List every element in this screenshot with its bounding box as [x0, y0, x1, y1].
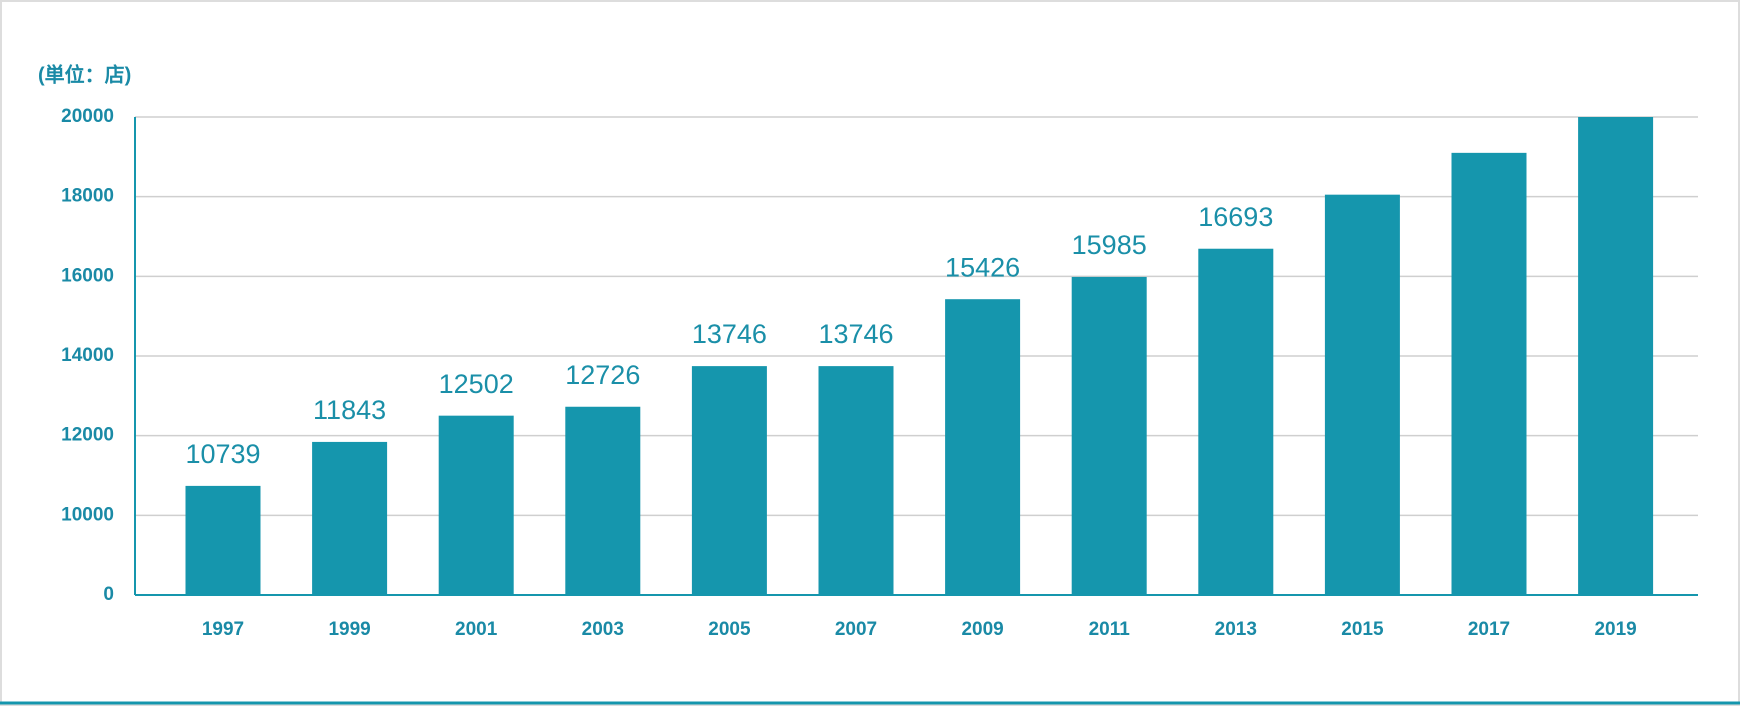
bar: [1198, 248, 1274, 596]
x-tick-label: 2007: [835, 619, 877, 640]
x-tick-label: 2013: [1215, 619, 1257, 640]
bar: [185, 485, 261, 595]
bar: [312, 441, 388, 595]
y-tick-label: 14000: [61, 345, 114, 366]
bar: [1324, 194, 1400, 596]
y-tick-label: 0: [103, 584, 114, 605]
y-tick-label: 16000: [61, 265, 114, 286]
y-tick-label: 18000: [61, 186, 114, 207]
bar: [818, 366, 894, 595]
x-tick-label: 1997: [202, 619, 244, 640]
value-label: 12502: [439, 369, 514, 399]
y-tick-label: 10000: [61, 504, 114, 525]
value-label: 10739: [185, 439, 260, 469]
x-tick-label: 2011: [1089, 619, 1131, 640]
x-tick-label: 1999: [328, 619, 370, 640]
x-tick-label: 2017: [1468, 619, 1510, 640]
value-label: 16693: [1198, 202, 1273, 232]
x-tick-label: 2009: [961, 619, 1003, 640]
bar: [1578, 117, 1654, 595]
x-tick-label: 2005: [708, 619, 751, 640]
y-tick-label: 20000: [61, 106, 114, 127]
bar: [1451, 152, 1527, 595]
value-label: 15426: [945, 252, 1020, 282]
value-label: 11843: [313, 395, 386, 425]
x-tick-label: 2019: [1594, 619, 1636, 640]
bar: [438, 415, 514, 595]
value-label: 12726: [565, 360, 640, 390]
y-tick-label: 12000: [61, 425, 114, 446]
value-label: 13746: [818, 319, 893, 349]
unit-label: (単位：店): [38, 62, 131, 86]
bar: [945, 299, 1021, 595]
value-label: 13746: [692, 319, 767, 349]
value-label: 15985: [1072, 230, 1147, 260]
bar: [1071, 276, 1147, 595]
bar: [691, 366, 767, 595]
x-tick-label: 2001: [455, 619, 498, 640]
bar: [565, 406, 641, 595]
x-tick-label: 2003: [582, 619, 624, 640]
x-tick-label: 2015: [1341, 619, 1384, 640]
